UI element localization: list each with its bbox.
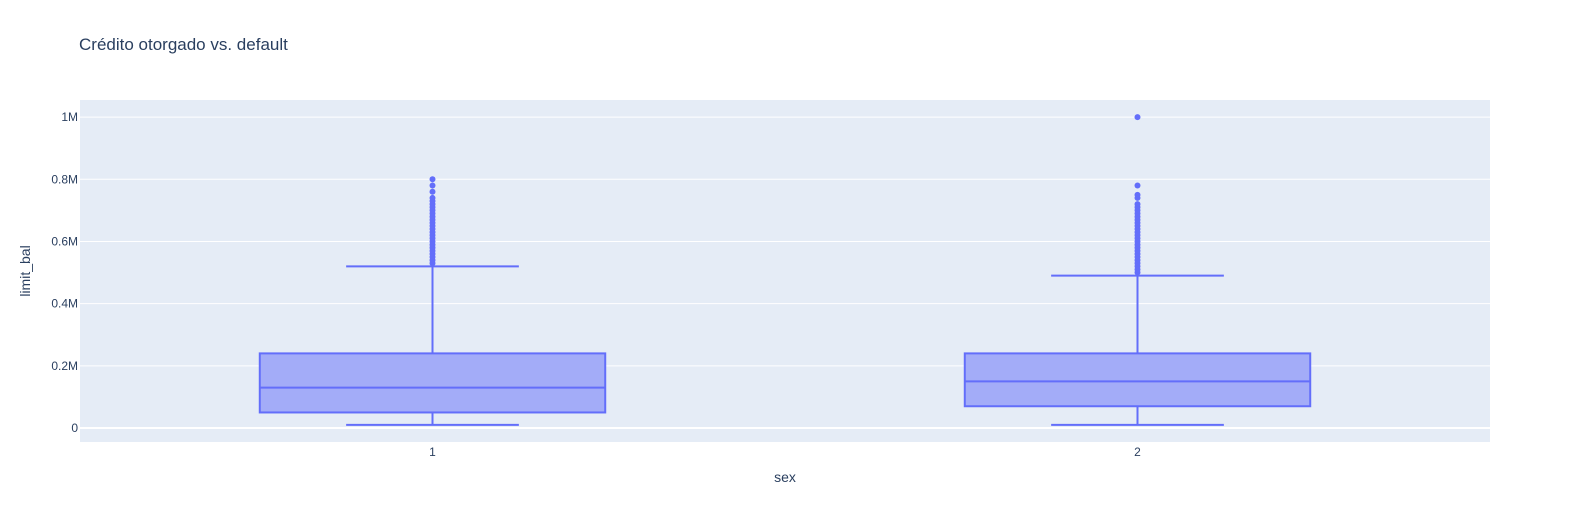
y-tick-label: 0.4M (51, 297, 78, 311)
box-iqr (963, 352, 1312, 408)
x-tick-label: 2 (1134, 445, 1141, 459)
outlier-point (1134, 114, 1141, 121)
outlier-point (429, 194, 436, 201)
box-2 (963, 114, 1312, 426)
y-axis-label: limit_bal (17, 245, 33, 296)
y-tick-label: 0.6M (51, 234, 78, 248)
chart-title: Crédito otorgado vs. default (79, 35, 288, 54)
outlier-point (1134, 191, 1141, 198)
x-tick-label: 1 (429, 445, 436, 459)
y-tick-labels: 0 0.2M 0.4M 0.6M 0.8M 1M (51, 110, 78, 435)
box-series (258, 114, 1312, 426)
outlier-point (1134, 182, 1141, 189)
y-tick-label: 0.8M (51, 172, 78, 186)
outlier-point (429, 176, 436, 183)
y-tick-label: 1M (61, 110, 78, 124)
box-1 (258, 176, 607, 426)
outlier-point (429, 182, 436, 189)
x-axis-label: sex (774, 469, 796, 485)
y-tick-label: 0.2M (51, 359, 78, 373)
box-iqr (258, 352, 607, 414)
y-tick-label: 0 (71, 421, 78, 435)
outlier-point (429, 188, 436, 195)
outlier-point (1134, 201, 1141, 208)
